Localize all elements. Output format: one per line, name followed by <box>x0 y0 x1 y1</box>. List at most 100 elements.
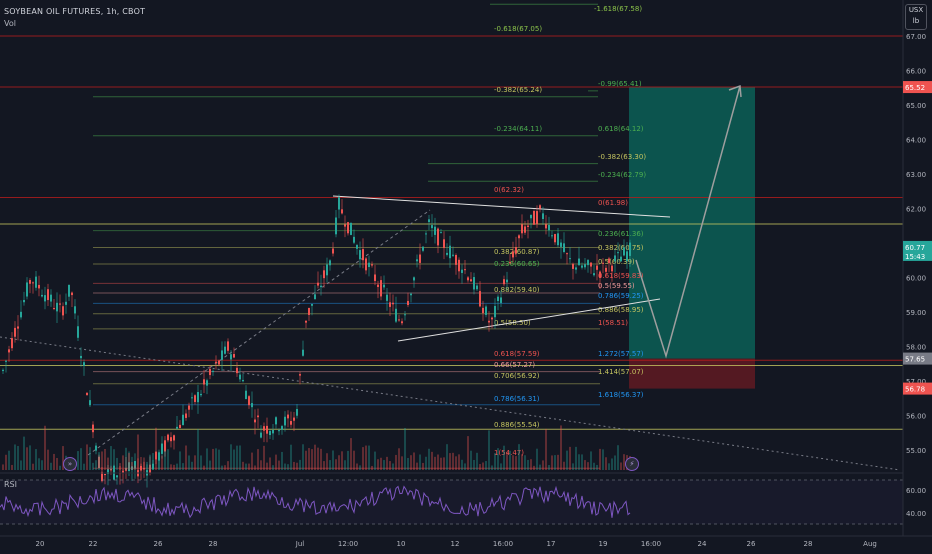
candle <box>74 306 76 314</box>
volume-bar <box>458 454 460 470</box>
fib-label: 0.882(59.40) <box>494 286 540 294</box>
candle <box>23 299 25 303</box>
volume-bar <box>116 457 118 470</box>
candle <box>440 232 442 234</box>
candle <box>443 239 445 249</box>
candle <box>626 251 628 262</box>
time-tick-label: 20 <box>36 540 45 548</box>
target-price-badge-bg <box>903 81 932 94</box>
volume-bar <box>242 461 244 470</box>
candle <box>599 271 601 278</box>
fib-label: 0.236(60.65) <box>494 260 540 268</box>
volume-bar <box>224 465 226 470</box>
candle <box>248 396 250 406</box>
volume-bar <box>401 456 403 470</box>
time-tick-label: 12 <box>451 540 460 548</box>
volume-legend[interactable]: Vol <box>4 19 16 28</box>
candle <box>161 443 163 454</box>
volume-bar <box>95 460 97 470</box>
volume-bar <box>572 463 574 470</box>
volume-bar <box>545 428 547 470</box>
stop-zone <box>629 358 755 389</box>
candle <box>338 197 340 210</box>
candle <box>80 355 82 359</box>
volume-bar <box>284 463 286 470</box>
volume-bar <box>590 451 592 470</box>
volume-bar <box>527 459 529 470</box>
replay-icon[interactable]: ⚡ <box>625 457 639 471</box>
volume-bar <box>491 465 493 470</box>
candle <box>446 252 448 255</box>
volume-bar <box>167 449 169 470</box>
candle <box>485 306 487 315</box>
volume-bar <box>599 448 601 470</box>
volume-bar <box>395 454 397 470</box>
forward-icon[interactable]: » <box>63 457 77 471</box>
candle <box>107 469 109 475</box>
volume-bar <box>299 459 301 470</box>
candle <box>326 264 328 276</box>
candle <box>176 426 178 429</box>
candle <box>602 262 604 264</box>
volume-bar <box>155 427 157 470</box>
volume-bar <box>11 464 13 470</box>
candle <box>41 294 43 297</box>
candle <box>395 308 397 322</box>
volume-bar <box>53 453 55 470</box>
volume-bar <box>320 448 322 470</box>
candle <box>29 280 31 284</box>
candle <box>572 263 574 269</box>
candle <box>20 311 22 318</box>
candle <box>587 260 589 266</box>
time-tick-label: 17 <box>547 540 556 548</box>
candle <box>527 225 529 227</box>
volume-bar <box>593 462 595 470</box>
volume-bar <box>575 446 577 470</box>
candle <box>257 415 259 418</box>
rsi-legend[interactable]: RSI <box>4 480 17 489</box>
fib-label: 0.5(59.55) <box>598 282 635 290</box>
fib-label: 1(54.47) <box>494 449 524 457</box>
symbol-title[interactable]: SOYBEAN OIL FUTURES, 1h, CBOT <box>4 7 146 16</box>
volume-bar <box>248 463 250 470</box>
volume-bar <box>455 456 457 470</box>
rsi-line <box>0 485 631 519</box>
candle <box>608 258 610 264</box>
candle <box>104 473 106 476</box>
candle <box>374 274 376 282</box>
fib-label: 0.706(56.92) <box>494 372 540 380</box>
volume-bar <box>293 461 295 470</box>
currency-unit-button[interactable]: USX lb <box>905 4 927 30</box>
volume-bar <box>428 448 430 470</box>
volume-bar <box>503 445 505 470</box>
volume-bar <box>83 463 85 470</box>
candle <box>617 252 619 254</box>
volume-bar <box>101 451 103 470</box>
volume-bar <box>350 438 352 470</box>
volume-bar <box>581 454 583 470</box>
volume-bar <box>422 462 424 470</box>
volume-bar <box>566 450 568 470</box>
volume-bar <box>329 460 331 470</box>
candle <box>569 258 571 260</box>
candle <box>476 285 478 290</box>
volume-bar <box>275 454 277 470</box>
current-price-badge: 60.77 <box>905 244 925 252</box>
candle <box>59 303 61 305</box>
volume-bar <box>365 445 367 470</box>
entry-price-badge: 57.65 <box>905 356 925 364</box>
volume-bar <box>107 457 109 470</box>
volume-bar <box>464 463 466 470</box>
candle <box>590 262 592 267</box>
time-tick-label: 28 <box>804 540 813 548</box>
candle <box>398 319 400 321</box>
candle <box>92 424 94 433</box>
candle <box>98 456 100 468</box>
volume-bar <box>146 461 148 470</box>
candle <box>269 431 271 436</box>
volume-bar <box>392 463 394 470</box>
candle <box>35 276 37 288</box>
volume-bar <box>176 463 178 470</box>
